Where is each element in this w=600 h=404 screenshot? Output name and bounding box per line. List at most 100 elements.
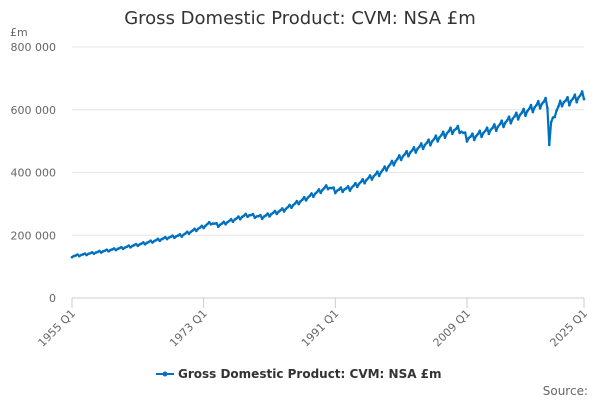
data-point[interactable]: [332, 186, 335, 189]
data-point[interactable]: [198, 226, 202, 229]
data-point[interactable]: [246, 215, 249, 218]
data-point[interactable]: [579, 94, 582, 97]
data-point[interactable]: [195, 229, 198, 233]
data-point[interactable]: [438, 135, 441, 139]
data-point[interactable]: [485, 126, 489, 129]
data-point[interactable]: [573, 93, 577, 96]
data-point[interactable]: [308, 194, 312, 198]
data-point[interactable]: [398, 154, 401, 157]
data-point[interactable]: [284, 207, 288, 211]
data-point[interactable]: [421, 147, 425, 151]
data-point[interactable]: [392, 163, 396, 167]
data-point[interactable]: [337, 188, 341, 191]
data-point[interactable]: [412, 146, 416, 149]
data-point[interactable]: [134, 242, 138, 246]
data-point[interactable]: [143, 243, 147, 246]
data-point[interactable]: [253, 216, 257, 220]
data-point[interactable]: [368, 174, 372, 177]
data-point[interactable]: [271, 211, 275, 215]
data-point[interactable]: [445, 132, 449, 135]
data-point[interactable]: [132, 243, 136, 247]
data-point[interactable]: [463, 131, 467, 134]
data-point[interactable]: [502, 125, 505, 129]
data-point[interactable]: [162, 237, 165, 240]
data-point[interactable]: [264, 214, 268, 217]
data-point[interactable]: [149, 239, 152, 242]
data-point[interactable]: [365, 178, 368, 182]
data-point[interactable]: [231, 220, 235, 224]
data-point[interactable]: [185, 230, 189, 234]
data-point[interactable]: [348, 189, 352, 192]
data-point[interactable]: [452, 128, 456, 132]
data-point[interactable]: [544, 96, 547, 100]
data-point[interactable]: [430, 139, 434, 143]
data-point[interactable]: [357, 182, 361, 186]
data-point[interactable]: [568, 104, 571, 107]
data-point[interactable]: [290, 206, 293, 210]
data-point[interactable]: [142, 241, 145, 244]
data-point[interactable]: [520, 111, 524, 114]
data-point[interactable]: [136, 244, 140, 248]
data-point[interactable]: [266, 212, 269, 215]
data-point[interactable]: [90, 250, 94, 254]
data-point[interactable]: [487, 132, 491, 136]
data-point[interactable]: [129, 246, 132, 249]
data-point[interactable]: [562, 100, 566, 104]
data-point[interactable]: [580, 90, 584, 93]
data-point[interactable]: [224, 222, 227, 226]
data-point[interactable]: [372, 174, 376, 178]
data-point[interactable]: [235, 217, 238, 220]
data-point[interactable]: [156, 237, 160, 241]
data-point[interactable]: [184, 232, 187, 235]
legend[interactable]: Gross Domestic Product: CVM: NSA £m: [156, 367, 442, 381]
data-point[interactable]: [456, 124, 460, 128]
data-point[interactable]: [319, 191, 322, 195]
data-point[interactable]: [121, 247, 125, 251]
data-point[interactable]: [169, 235, 173, 239]
data-point[interactable]: [366, 176, 370, 180]
data-point[interactable]: [310, 192, 313, 195]
data-point[interactable]: [291, 203, 295, 207]
data-point[interactable]: [509, 121, 513, 125]
data-point[interactable]: [383, 165, 386, 168]
data-point[interactable]: [526, 109, 529, 113]
data-point[interactable]: [277, 210, 280, 213]
data-point[interactable]: [454, 127, 458, 131]
data-point[interactable]: [533, 106, 536, 109]
data-point[interactable]: [569, 99, 573, 102]
data-point[interactable]: [549, 121, 553, 124]
data-point[interactable]: [474, 134, 478, 138]
data-point[interactable]: [483, 129, 487, 133]
data-point[interactable]: [407, 154, 410, 158]
data-point[interactable]: [275, 212, 279, 216]
data-point[interactable]: [204, 224, 207, 227]
data-point[interactable]: [546, 106, 549, 110]
data-point[interactable]: [176, 234, 180, 237]
data-point[interactable]: [447, 130, 450, 133]
data-point[interactable]: [76, 253, 79, 256]
data-point[interactable]: [140, 242, 143, 245]
series-line[interactable]: [70, 90, 586, 259]
data-point[interactable]: [317, 188, 321, 191]
data-point[interactable]: [436, 140, 440, 143]
data-point[interactable]: [315, 190, 319, 194]
data-point[interactable]: [180, 235, 184, 238]
data-point[interactable]: [229, 217, 233, 221]
data-point[interactable]: [268, 215, 271, 218]
data-point[interactable]: [498, 123, 502, 126]
data-point[interactable]: [306, 196, 310, 199]
data-point[interactable]: [527, 107, 531, 111]
data-point[interactable]: [494, 129, 498, 133]
data-point[interactable]: [206, 222, 209, 226]
data-point[interactable]: [480, 135, 483, 139]
data-point[interactable]: [394, 159, 397, 163]
data-point[interactable]: [385, 169, 388, 172]
data-point[interactable]: [513, 115, 516, 118]
data-point[interactable]: [297, 202, 301, 206]
data-point[interactable]: [251, 212, 255, 216]
data-point[interactable]: [432, 137, 436, 141]
data-point[interactable]: [538, 107, 542, 110]
data-point[interactable]: [259, 213, 262, 217]
data-point[interactable]: [352, 184, 355, 188]
data-point[interactable]: [273, 209, 277, 213]
